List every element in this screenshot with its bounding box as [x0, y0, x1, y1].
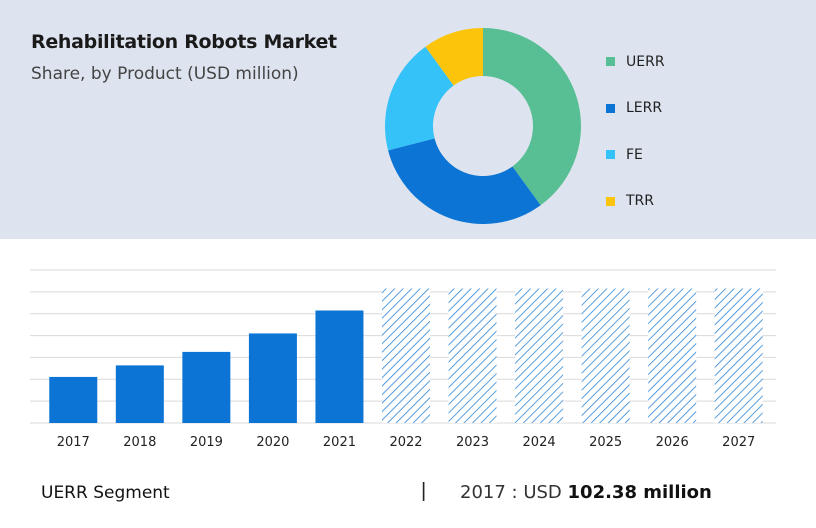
legend-swatch — [606, 57, 615, 66]
x-tick-label: 2023 — [456, 435, 489, 450]
legend-label: FE — [626, 146, 643, 163]
donut-slice-lerr — [388, 138, 541, 224]
x-tick-label: 2020 — [256, 435, 289, 450]
x-tick-label: 2019 — [190, 435, 223, 450]
bar-2017 — [49, 376, 98, 423]
bar-2021 — [315, 310, 364, 423]
legend-item-uerr: UERR — [606, 50, 665, 73]
legend-swatch — [606, 150, 615, 159]
legend-item-lerr: LERR — [606, 97, 665, 120]
legend-label: LERR — [626, 100, 663, 116]
forecast-bar-2022 — [382, 288, 430, 423]
x-tick-label: 2021 — [323, 435, 356, 450]
bar-2018 — [115, 365, 164, 423]
legend-label: TRR — [626, 193, 655, 209]
x-tick-label: 2024 — [523, 435, 556, 450]
segment-value-prefix: 2017 : USD — [460, 482, 562, 503]
forecast-bar-2027 — [714, 288, 763, 423]
legend-label: UERR — [626, 53, 665, 70]
legend-swatch — [606, 196, 615, 206]
forecast-bar-2024 — [515, 288, 564, 423]
x-tick-label: 2018 — [123, 435, 156, 450]
x-tick-label: 2022 — [389, 435, 422, 450]
chart-title: Rehabilitation Robots Market — [31, 31, 337, 53]
donut-chart — [385, 28, 581, 224]
x-tick-label: 2025 — [589, 435, 622, 450]
legend-swatch — [606, 103, 615, 113]
forecast-bar-2023 — [448, 288, 497, 423]
forecast-bar-2026 — [648, 288, 697, 423]
legend-item-trr: TRR — [606, 190, 665, 213]
summary-panel: Rehabilitation Robots Market Share, by P… — [0, 0, 816, 239]
segment-value-amount: 102.38 million — [567, 482, 712, 503]
x-tick-label: 2027 — [722, 435, 755, 450]
forecast-bar-2025 — [581, 288, 630, 423]
legend-item-fe: FE — [606, 143, 665, 166]
chart-subtitle: Share, by Product (USD million) — [31, 64, 299, 84]
donut-legend: UERR LERR FE TRR — [606, 50, 665, 236]
donut-slice-uerr — [483, 28, 581, 206]
footer-divider: | — [421, 480, 427, 502]
bar-chart: 2017 2018 2019 2020 2021 2022 2023 2024 2025 2026… — [30, 269, 776, 450]
x-tick-label: 2026 — [656, 435, 689, 450]
x-tick-label: 2017 — [57, 435, 90, 450]
segment-value: 2017 : USD 102.38 million — [460, 482, 712, 503]
donut-slice-trr — [425, 28, 483, 86]
donut-slice-fe — [385, 46, 454, 151]
bar-2020 — [248, 333, 297, 423]
bar-2019 — [182, 351, 231, 423]
segment-label: UERR Segment — [41, 483, 170, 503]
